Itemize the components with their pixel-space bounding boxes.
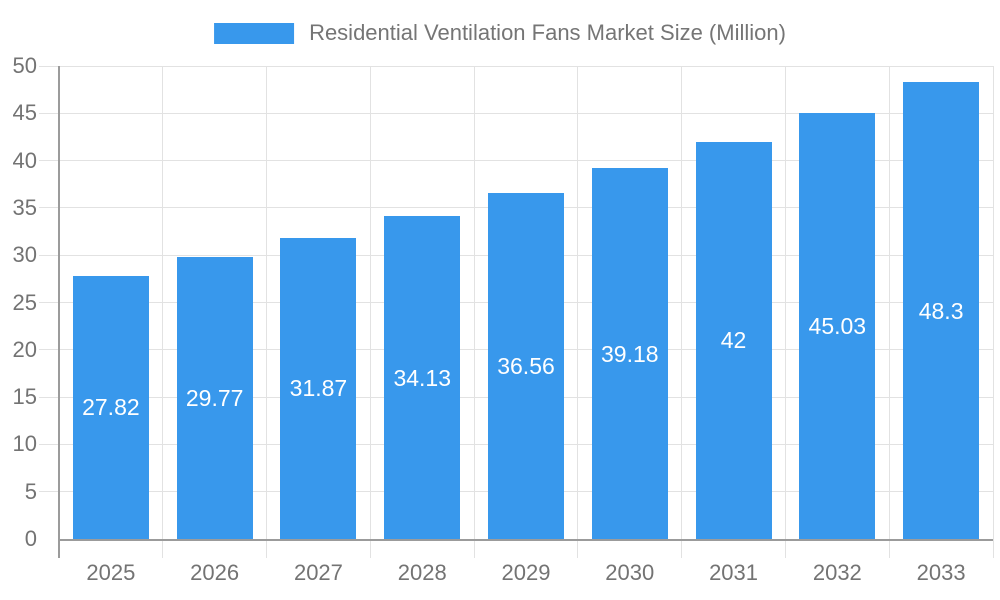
y-axis-tick-label: 15 xyxy=(12,384,37,410)
x-gridline xyxy=(473,66,475,558)
bar-value-label: 34.13 xyxy=(393,364,451,391)
x-axis-tick-label: 2030 xyxy=(605,560,655,585)
x-gridline xyxy=(992,66,994,558)
bar[interactable] xyxy=(176,257,253,539)
bar[interactable] xyxy=(488,193,564,539)
bar-value-label: 27.82 xyxy=(82,394,140,421)
legend-item[interactable]: Residential Ventilation Fans Market Size… xyxy=(214,20,786,46)
x-axis-tick-label: 2028 xyxy=(397,560,447,585)
bar-value-label: 36.56 xyxy=(497,353,555,380)
x-axis-tick-label: 2025 xyxy=(86,560,136,585)
x-gridline xyxy=(369,66,371,558)
x-axis-tick-label: 2026 xyxy=(190,560,240,585)
bar[interactable] xyxy=(72,275,149,539)
x-gridline xyxy=(162,66,164,558)
bar[interactable] xyxy=(799,113,876,539)
bar-value-label: 48.3 xyxy=(918,297,964,324)
y-axis-tick-label: 20 xyxy=(12,336,37,362)
bar-value-label: 29.77 xyxy=(185,385,244,412)
bar[interactable] xyxy=(384,216,461,539)
y-gridline xyxy=(39,112,993,114)
x-axis-tick-label: 2029 xyxy=(501,560,551,585)
x-gridline xyxy=(784,66,786,558)
y-axis-line xyxy=(58,66,60,558)
bar-value-label: 39.18 xyxy=(600,340,659,367)
x-axis-tick-label: 2031 xyxy=(709,560,759,585)
y-axis-tick-label: 50 xyxy=(12,53,37,78)
y-axis-tick-label: 5 xyxy=(24,478,37,504)
y-axis-tick-label: 35 xyxy=(12,194,37,220)
bar[interactable] xyxy=(280,237,357,539)
x-gridline xyxy=(888,66,890,558)
bar[interactable] xyxy=(695,141,772,539)
y-axis-tick-label: 0 xyxy=(24,526,37,551)
y-axis-tick-label: 10 xyxy=(12,431,37,457)
x-axis-tick-label: 2027 xyxy=(293,560,343,585)
y-gridline xyxy=(39,160,993,162)
bar[interactable] xyxy=(591,168,668,539)
x-gridline xyxy=(681,66,683,558)
bar-value-label: 42 xyxy=(720,327,747,354)
bar-value-label: 45.03 xyxy=(808,313,867,339)
y-axis-tick-label: 45 xyxy=(12,100,37,126)
x-axis-tick-label: 2033 xyxy=(916,560,966,585)
legend-swatch xyxy=(214,22,295,44)
x-gridline xyxy=(266,66,268,558)
x-gridline xyxy=(577,66,579,558)
x-axis-tick-label: 2032 xyxy=(812,560,862,585)
x-axis-line xyxy=(58,539,993,541)
y-axis-tick-label: 30 xyxy=(12,242,37,268)
bar[interactable] xyxy=(903,82,980,539)
y-axis-tick-label: 25 xyxy=(12,289,37,315)
bar-value-label: 31.87 xyxy=(289,375,348,402)
legend-label: Residential Ventilation Fans Market Size… xyxy=(309,20,786,45)
y-axis-tick-label: 40 xyxy=(12,147,37,173)
y-gridline xyxy=(39,65,993,67)
